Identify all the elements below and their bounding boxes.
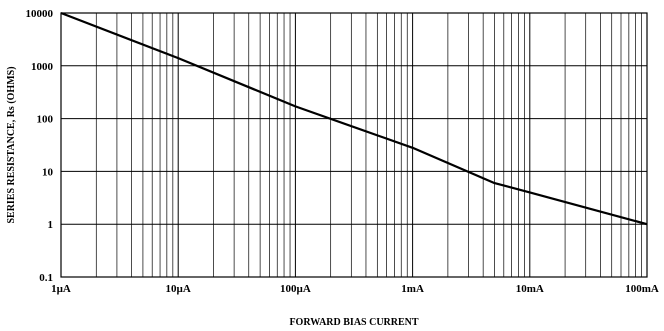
y-axis-title: SERIES RESISTANCE, Rs (OHMS) (6, 66, 17, 223)
y-tick-label: 0.1 (39, 272, 53, 284)
data-series (60, 11, 648, 226)
y-tick-label: 1 (48, 219, 54, 231)
series-line (60, 11, 648, 226)
x-tick-label: 1µA (51, 283, 71, 295)
y-tick-labels: 0.1 1 10 100 1000 10000 (26, 8, 54, 284)
y-tick-label: 1000 (31, 61, 54, 73)
x-tick-label: 10mA (516, 283, 544, 295)
y-tick-label: 10 (42, 166, 54, 178)
y-tick-label: 10000 (26, 8, 54, 20)
grid-lines (60, 12, 647, 278)
x-tick-label: 100mA (625, 283, 659, 295)
x-tick-label: 100µA (280, 283, 311, 295)
x-tick-labels: 1µA 10µA 100µA 1mA 10mA 100mA (51, 283, 659, 295)
x-tick-label: 1mA (401, 283, 424, 295)
y-tick-label: 100 (37, 114, 54, 126)
x-axis-title: FORWARD BIAS CURRENT (289, 317, 418, 328)
x-tick-label: 10µA (166, 283, 191, 295)
plot-frame (60, 12, 648, 278)
